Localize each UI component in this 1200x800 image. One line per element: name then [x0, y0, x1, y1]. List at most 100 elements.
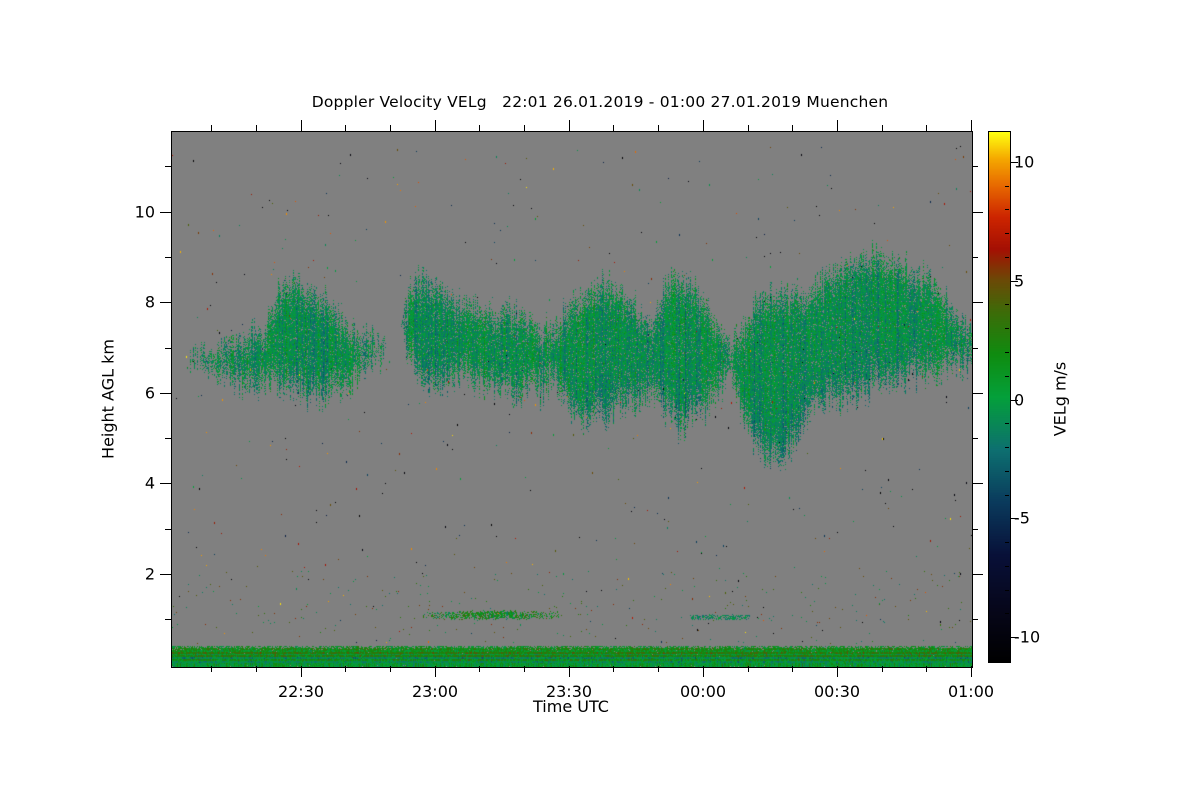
colorbar-label: VELg m/s: [1050, 361, 1070, 437]
colorbar-tick-minor: [1005, 257, 1009, 258]
y-tick-minor: [165, 438, 171, 439]
y-tick-label: 4: [144, 473, 155, 493]
x-tick-major: [301, 666, 302, 677]
y-tick-major: [160, 574, 171, 575]
x-tick-label: 00:30: [813, 682, 861, 701]
colorbar-tick-minor: [1005, 186, 1009, 187]
x-tick-top-minor: [658, 125, 659, 131]
y-tick-right-major: [972, 302, 983, 303]
y-tick-label: 8: [144, 292, 155, 312]
y-tick-right-major: [972, 483, 983, 484]
x-tick-top-minor: [613, 125, 614, 131]
colorbar-tick-major: [1011, 518, 1018, 519]
y-axis-label: Height AGL km: [98, 339, 118, 459]
colorbar-tick-minor: [1005, 495, 1009, 496]
colorbar-tick-major: [1011, 281, 1018, 282]
x-tick-major: [971, 666, 972, 677]
x-tick-top-minor: [926, 125, 927, 131]
y-tick-minor: [165, 348, 171, 349]
page-title: Doppler Velocity VELg 22:01 26.01.2019 -…: [311, 93, 889, 111]
x-tick-minor: [524, 666, 525, 672]
colorbar-tick-minor: [1005, 328, 1009, 329]
x-tick-minor: [256, 666, 257, 672]
y-tick-label: 10: [134, 202, 155, 222]
y-tick-minor: [165, 619, 171, 620]
y-tick-minor: [165, 166, 171, 167]
y-tick-right-major: [972, 393, 983, 394]
y-tick-right-minor: [972, 529, 978, 530]
x-tick-top-minor: [748, 125, 749, 131]
x-tick-major: [703, 666, 704, 677]
x-tick-top-minor: [345, 125, 346, 131]
x-axis-label: Time UTC: [533, 697, 609, 716]
y-tick-major: [160, 393, 171, 394]
x-tick-top-minor: [479, 125, 480, 131]
colorbar-tick-label: 10: [1014, 152, 1035, 172]
x-tick-top-minor: [211, 125, 212, 131]
x-tick-minor: [613, 666, 614, 672]
colorbar-tick-minor: [1005, 542, 1009, 543]
colorbar-gradient: [989, 132, 1010, 662]
colorbar-tick-minor: [1005, 304, 1009, 305]
x-tick-top-major: [435, 120, 436, 131]
colorbar-tick-label: 0: [1014, 390, 1025, 410]
x-tick-top-minor: [256, 125, 257, 131]
y-tick-right-minor: [972, 257, 978, 258]
x-tick-minor: [882, 666, 883, 672]
x-tick-minor: [658, 666, 659, 672]
x-tick-minor: [345, 666, 346, 672]
x-tick-top-minor: [882, 125, 883, 131]
x-tick-minor: [390, 666, 391, 672]
x-tick-label: 00:00: [679, 682, 727, 701]
x-tick-label: 22:30: [277, 682, 325, 701]
colorbar-tick-minor: [1005, 590, 1009, 591]
x-tick-label: 23:00: [411, 682, 459, 701]
x-tick-minor: [926, 666, 927, 672]
y-tick-major: [160, 302, 171, 303]
y-tick-minor: [165, 529, 171, 530]
colorbar-tick-minor: [1005, 233, 1009, 234]
colorbar-tick-minor: [1005, 209, 1009, 210]
x-tick-top-major: [971, 120, 972, 131]
x-tick-top-major: [569, 120, 570, 131]
y-tick-right-minor: [972, 438, 978, 439]
x-tick-top-minor: [524, 125, 525, 131]
x-tick-major: [569, 666, 570, 677]
colorbar-tick-label: 5: [1014, 271, 1025, 291]
colorbar-tick-label: -5: [1014, 508, 1030, 528]
y-tick-right-minor: [972, 619, 978, 620]
colorbar-tick-major: [1011, 637, 1018, 638]
y-tick-major: [160, 212, 171, 213]
colorbar-tick-major: [1011, 162, 1018, 163]
colorbar-tick-minor: [1005, 613, 1009, 614]
x-tick-top-major: [703, 120, 704, 131]
colorbar-tick-minor: [1005, 566, 1009, 567]
plot-area[interactable]: [171, 131, 973, 668]
x-tick-major: [435, 666, 436, 677]
doppler-velocity-heatmap: [172, 132, 972, 667]
x-tick-minor: [211, 666, 212, 672]
colorbar-tick-minor: [1005, 423, 1009, 424]
x-tick-minor: [479, 666, 480, 672]
y-tick-label: 2: [144, 564, 155, 584]
y-tick-right-major: [972, 574, 983, 575]
x-tick-top-minor: [792, 125, 793, 131]
colorbar-tick-label: -10: [1014, 627, 1041, 647]
y-tick-right-minor: [972, 348, 978, 349]
colorbar-tick-minor: [1005, 376, 1009, 377]
x-tick-minor: [792, 666, 793, 672]
y-tick-right-minor: [972, 166, 978, 167]
colorbar[interactable]: [988, 131, 1011, 663]
colorbar-tick-major: [1011, 400, 1018, 401]
y-tick-right-major: [972, 212, 983, 213]
x-tick-label: 23:30: [545, 682, 593, 701]
colorbar-tick-minor: [1005, 447, 1009, 448]
x-tick-label: 01:00: [947, 682, 995, 701]
x-tick-top-major: [301, 120, 302, 131]
x-tick-major: [837, 666, 838, 677]
y-tick-label: 6: [144, 383, 155, 403]
y-tick-major: [160, 483, 171, 484]
y-tick-minor: [165, 257, 171, 258]
x-tick-top-minor: [390, 125, 391, 131]
